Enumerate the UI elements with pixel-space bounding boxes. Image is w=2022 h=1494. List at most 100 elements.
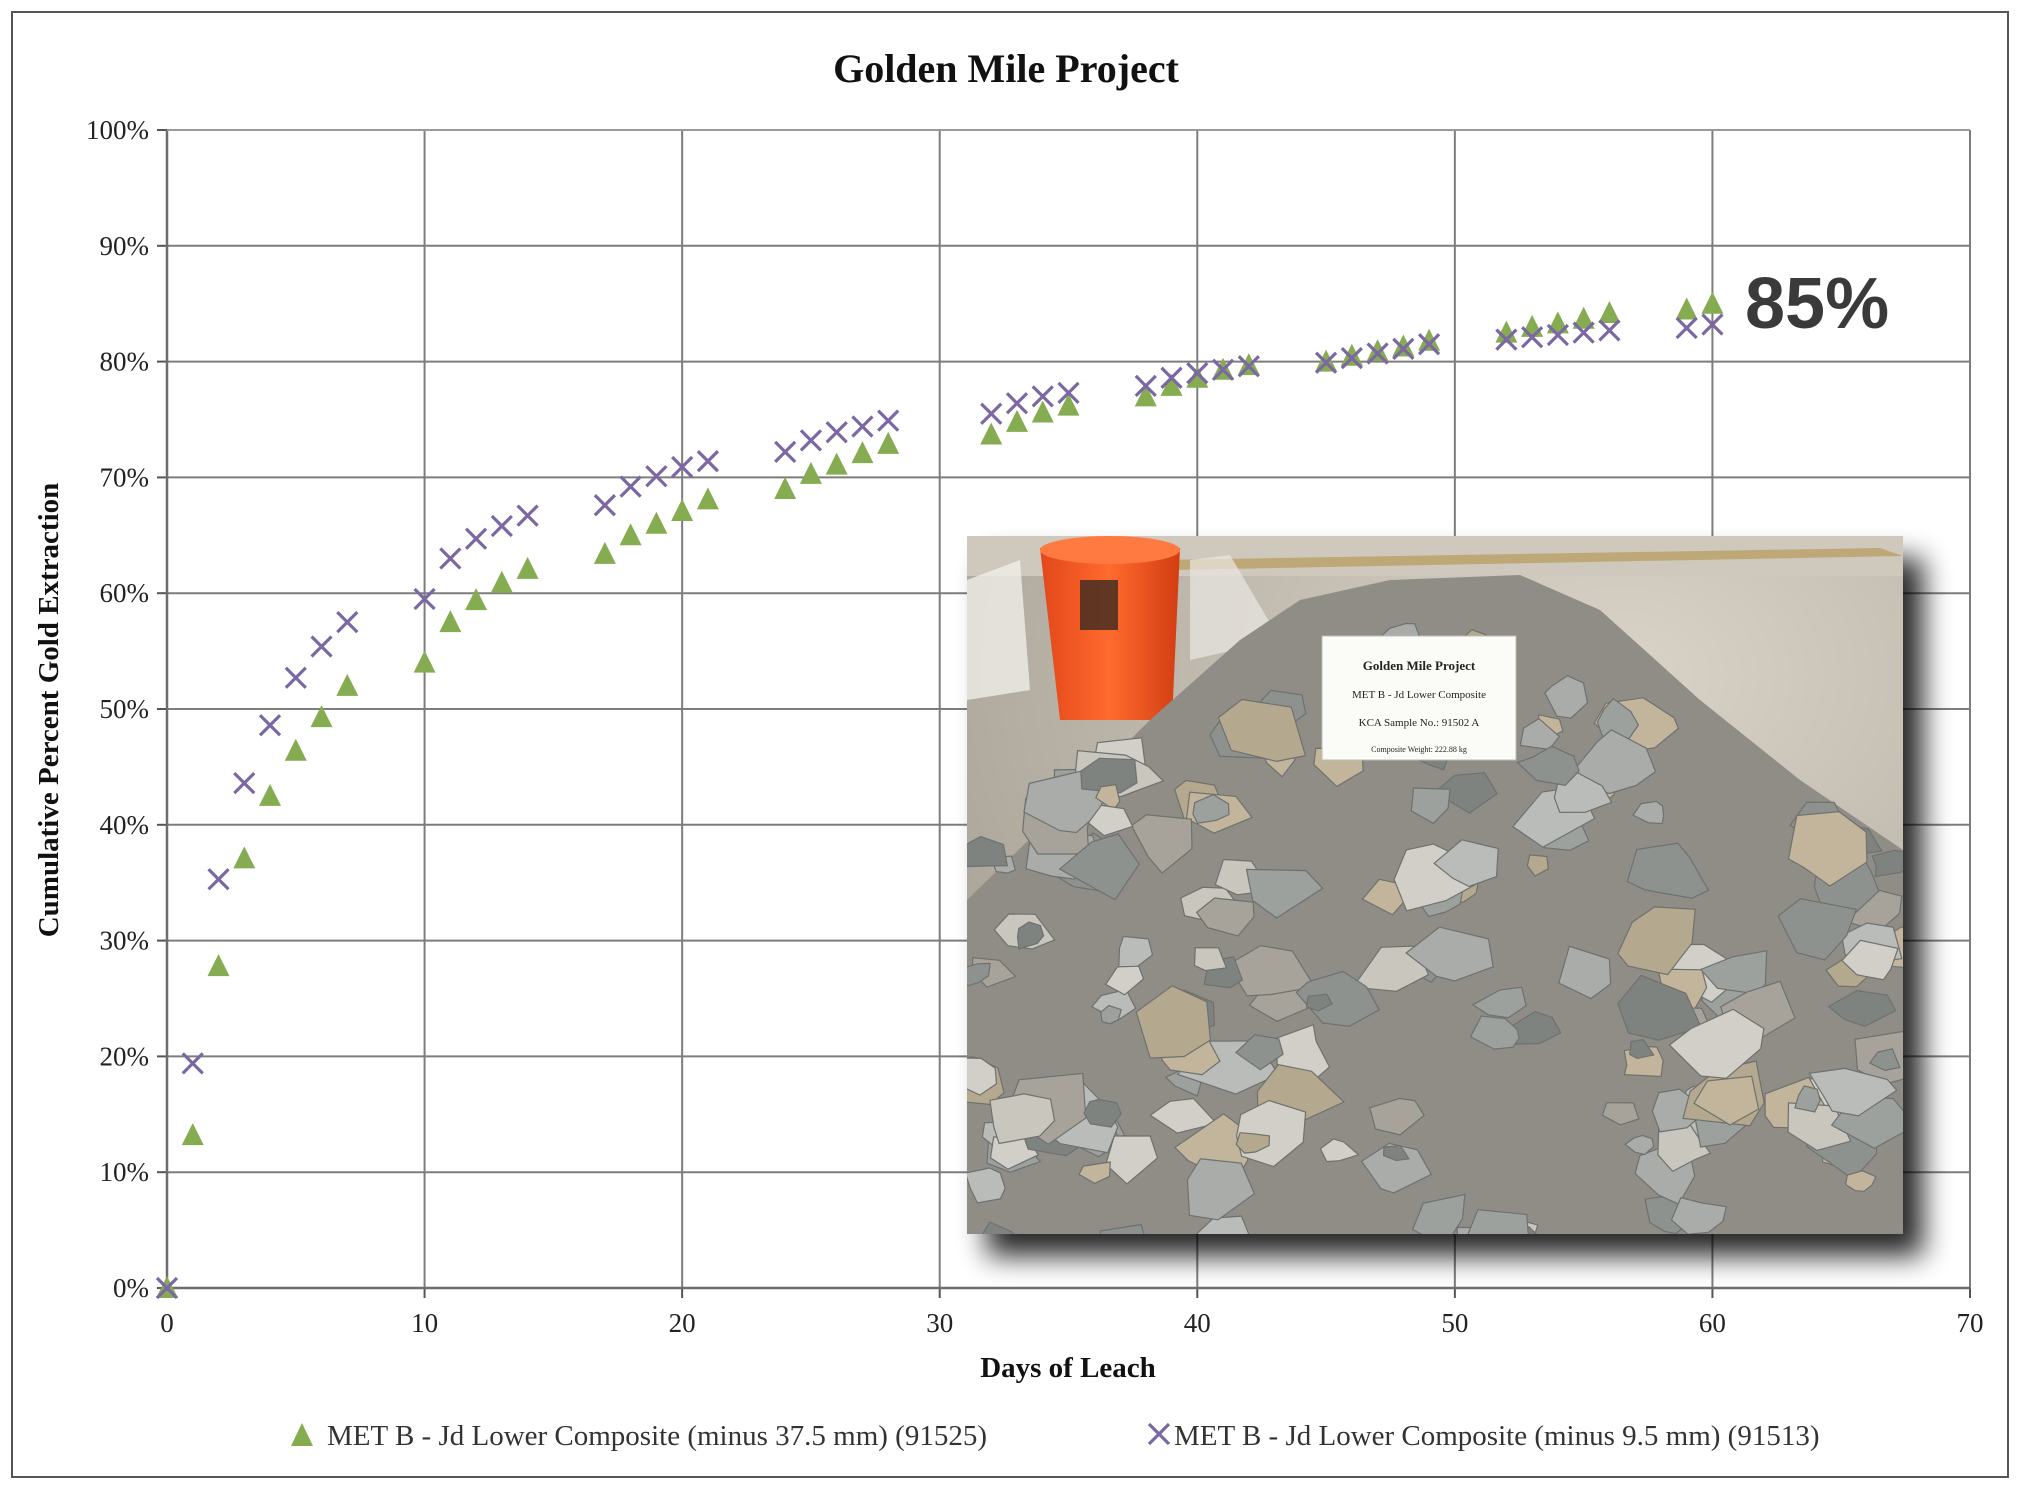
chart-title: Golden Mile Project xyxy=(833,46,1180,91)
y-tick-label: 40% xyxy=(100,810,150,840)
rock xyxy=(1186,1158,1256,1221)
rock xyxy=(1617,906,1696,976)
rock xyxy=(1087,804,1134,837)
rock xyxy=(1245,868,1324,919)
triangle-marker xyxy=(1675,297,1698,320)
y-tick-label: 60% xyxy=(100,578,150,608)
y-tick-label: 0% xyxy=(113,1273,149,1303)
x-marker xyxy=(1211,358,1235,381)
sign-line-3: KCA Sample No.: 91502 A xyxy=(1359,717,1480,729)
triangle-marker xyxy=(671,498,694,521)
rock xyxy=(1624,1134,1655,1156)
triangle-marker xyxy=(696,487,719,510)
rock xyxy=(1868,1048,1901,1072)
x-marker xyxy=(310,635,333,658)
rock xyxy=(1105,1135,1159,1185)
x-marker xyxy=(1134,374,1157,398)
x-marker xyxy=(696,450,720,473)
rock xyxy=(1360,1142,1433,1194)
triangle-marker xyxy=(336,673,359,696)
triangle-marker xyxy=(181,1123,204,1146)
triangle-marker xyxy=(490,570,513,593)
rock xyxy=(1433,772,1498,814)
x-marker xyxy=(774,440,797,464)
rock xyxy=(1195,897,1255,937)
triangle-marker xyxy=(1701,291,1724,314)
rock xyxy=(1135,985,1212,1059)
rock xyxy=(1305,993,1333,1012)
x-marker xyxy=(284,666,307,689)
rock xyxy=(1410,787,1451,825)
rock xyxy=(967,1167,1006,1204)
x-marker xyxy=(258,714,282,737)
extraction-callout: 85% xyxy=(1745,264,1889,344)
triangle-marker xyxy=(1057,393,1080,416)
x-marker xyxy=(1237,355,1260,378)
y-tick-label: 30% xyxy=(100,926,150,956)
x-marker xyxy=(336,611,359,634)
x-marker xyxy=(645,465,668,488)
rock xyxy=(1568,729,1657,795)
triangle-marker xyxy=(825,452,848,475)
rock xyxy=(1629,1038,1655,1060)
sign-line-4: Composite Weight: 222.88 kg xyxy=(1371,745,1467,754)
rock xyxy=(1195,1215,1250,1234)
triangle-marker xyxy=(1031,400,1054,423)
x-marker xyxy=(1546,323,1570,347)
x-marker xyxy=(1572,321,1595,344)
y-tick-label: 20% xyxy=(100,1041,150,1071)
rock xyxy=(1558,945,1612,1000)
triangle-marker xyxy=(310,705,333,728)
x-marker xyxy=(516,504,539,527)
triangle-marker xyxy=(233,846,256,869)
rock xyxy=(1516,745,1580,786)
legend-label-series-1: MET B - Jd Lower Composite (minus 37.5 m… xyxy=(327,1420,987,1452)
x-tick-label: 70 xyxy=(1957,1308,1984,1338)
rock xyxy=(1319,1138,1360,1163)
triangle-marker xyxy=(284,738,307,761)
x-axis-title: Days of Leach xyxy=(980,1352,1156,1384)
x-marker xyxy=(1186,362,1209,385)
triangle-marker xyxy=(1134,384,1157,407)
x-tick-label: 20 xyxy=(669,1308,696,1338)
rock xyxy=(1193,947,1228,972)
x-tick-label: 40 xyxy=(1184,1308,1211,1338)
triangle-marker xyxy=(1160,373,1183,396)
x-marker xyxy=(1598,319,1621,342)
rock xyxy=(1099,1223,1145,1234)
x-marker xyxy=(207,868,230,891)
x-marker xyxy=(1314,351,1338,374)
rock xyxy=(1777,898,1858,961)
rock xyxy=(1871,849,1903,878)
x-marker xyxy=(1520,326,1544,349)
rock xyxy=(1382,1145,1410,1162)
x-marker xyxy=(1701,313,1724,336)
triangle-marker xyxy=(619,523,642,546)
rock xyxy=(1668,1008,1765,1079)
rock xyxy=(1617,974,1702,1041)
rock xyxy=(1405,926,1494,982)
triangle-marker xyxy=(851,441,874,464)
triangle-marker xyxy=(1340,343,1363,366)
axes xyxy=(157,129,1971,1298)
legend-label-series-2: MET B - Jd Lower Composite (minus 9.5 mm… xyxy=(1174,1420,1819,1452)
rock xyxy=(1149,1097,1218,1134)
rock xyxy=(1080,757,1138,794)
y-tick-label: 80% xyxy=(100,347,150,377)
x-marker xyxy=(1366,342,1389,365)
x-tick-label: 30 xyxy=(926,1308,953,1338)
x-marker xyxy=(1057,381,1080,404)
triangle-marker xyxy=(1495,320,1518,343)
tick-labels: 0% 10% 20% 30% 40% 50% 60% 70% 80% 90% 100% 0 10 20 30… xyxy=(86,115,1984,1338)
triangle-marker xyxy=(1392,334,1415,357)
x-marker xyxy=(413,587,436,611)
rock xyxy=(1078,1161,1111,1185)
rock xyxy=(981,1221,1015,1234)
rock-pile xyxy=(967,622,1903,1234)
x-marker xyxy=(1495,328,1518,351)
x-tick-label: 10 xyxy=(411,1308,438,1338)
triangle-marker xyxy=(877,431,900,454)
rock xyxy=(1693,1075,1760,1126)
triangle-marker xyxy=(645,511,668,534)
